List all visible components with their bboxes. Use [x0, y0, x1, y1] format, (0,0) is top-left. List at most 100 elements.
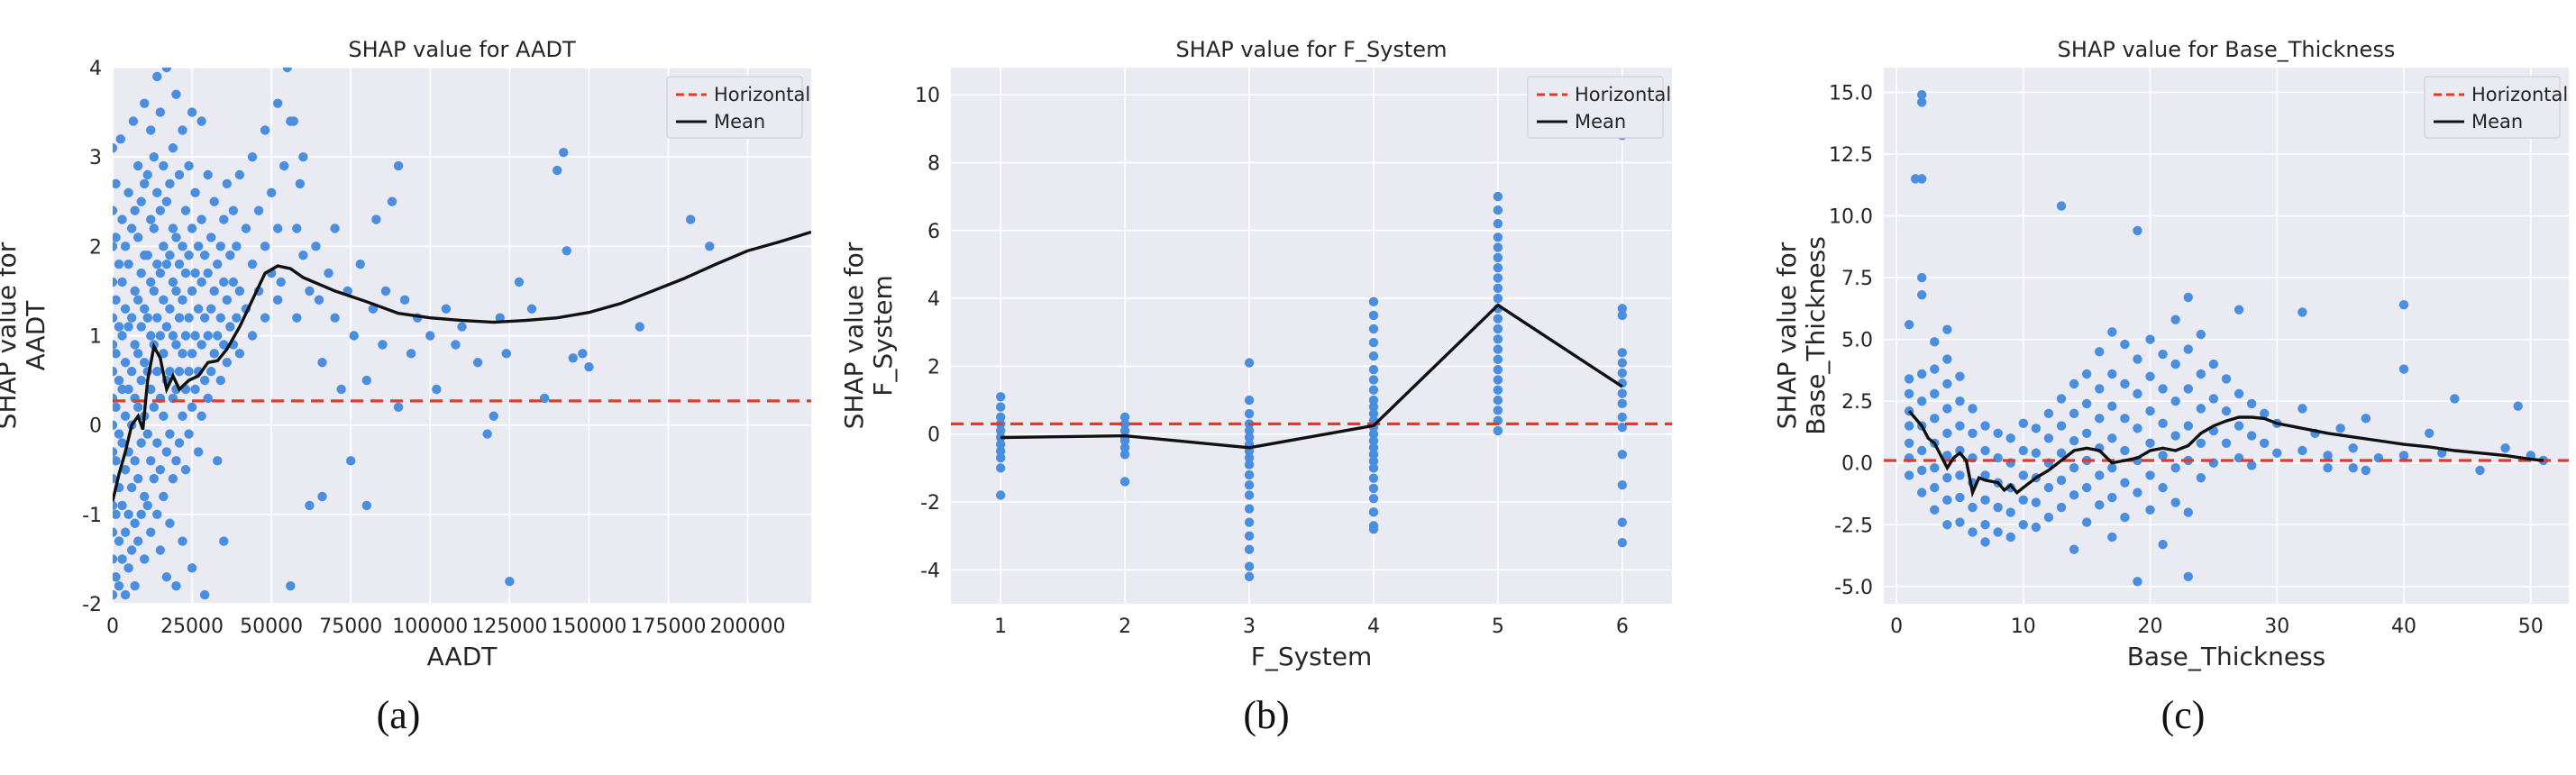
data-point — [1968, 428, 1978, 439]
data-point — [1993, 527, 2003, 537]
data-point — [2031, 522, 2042, 533]
data-point — [305, 286, 315, 296]
data-point — [2107, 327, 2117, 337]
data-point — [215, 375, 225, 386]
data-point — [1244, 460, 1255, 470]
data-point — [1493, 262, 1503, 273]
data-point — [2043, 482, 2054, 493]
data-point — [159, 491, 169, 502]
data-point — [1917, 465, 1927, 476]
data-point — [1244, 531, 1255, 541]
data-point — [126, 366, 137, 377]
y-tick-label: -2 — [82, 594, 102, 616]
data-point — [2233, 388, 2244, 399]
data-point — [187, 286, 197, 296]
y-tick-label: 5.0 — [1841, 330, 1873, 352]
data-point — [2107, 433, 2117, 443]
data-point — [1493, 219, 1503, 229]
data-point — [2043, 433, 2054, 443]
data-point — [117, 214, 127, 224]
data-point — [199, 375, 210, 386]
data-point — [1917, 290, 1927, 300]
data-point — [241, 223, 251, 233]
data-point — [995, 490, 1006, 500]
data-point — [2246, 431, 2257, 441]
data-point — [2208, 359, 2219, 369]
data-point — [559, 148, 569, 158]
data-point — [1993, 428, 2003, 439]
data-point — [174, 438, 185, 448]
data-point — [120, 242, 131, 251]
data-point — [2095, 414, 2105, 424]
data-point — [501, 349, 512, 359]
data-point — [1368, 456, 1379, 467]
data-point — [2056, 421, 2067, 431]
data-point — [2018, 470, 2029, 480]
x-tick-label: 30 — [2264, 615, 2289, 638]
data-point — [1904, 319, 1914, 330]
data-point — [2183, 292, 2193, 303]
data-point — [142, 500, 152, 511]
data-point — [584, 362, 594, 372]
data-point — [2031, 448, 2042, 458]
data-point — [2183, 507, 2193, 517]
data-point — [406, 349, 416, 359]
scatter-points — [1904, 89, 2549, 587]
data-point — [130, 286, 140, 296]
data-point — [1119, 412, 1130, 423]
data-point — [288, 116, 298, 126]
legend: Horizontal Mean — [2424, 76, 2568, 139]
data-point — [2500, 443, 2510, 453]
y-tick-label: -1 — [82, 505, 102, 527]
legend-label-horizontal: Horizontal — [2471, 84, 2568, 105]
data-point — [196, 116, 206, 126]
data-point — [152, 366, 162, 377]
data-point — [161, 68, 172, 73]
data-point — [161, 322, 172, 332]
data-point — [113, 500, 118, 511]
y-tick-label: 12.5 — [1829, 144, 1873, 167]
data-point — [174, 169, 185, 180]
data-point — [2196, 369, 2206, 379]
data-point — [184, 429, 194, 439]
data-point — [399, 295, 410, 305]
data-point — [159, 349, 169, 359]
data-point — [136, 196, 146, 206]
data-point — [482, 429, 492, 439]
x-tick-label: 5 — [1492, 615, 1504, 638]
data-point — [215, 313, 225, 323]
data-point — [1244, 470, 1255, 480]
data-point — [215, 242, 225, 251]
data-point — [184, 313, 194, 323]
data-point — [146, 527, 156, 537]
y-axis-label-line-1: SHAP value for — [1772, 242, 1802, 429]
data-point — [2398, 300, 2409, 310]
data-point — [2133, 354, 2142, 364]
data-point — [1942, 378, 1952, 389]
data-point — [1493, 283, 1503, 293]
data-point — [1244, 490, 1255, 500]
data-point — [128, 116, 139, 126]
data-point — [209, 349, 219, 359]
x-tick-label: 100000 — [392, 615, 468, 638]
data-point — [146, 214, 156, 224]
y-tick-label: 2 — [927, 356, 940, 378]
data-point — [2437, 448, 2447, 458]
data-point — [113, 456, 121, 466]
legend-label-mean: Mean — [714, 111, 765, 132]
x-tick-label: 20 — [2138, 615, 2163, 638]
data-point — [165, 251, 175, 260]
data-point — [117, 331, 127, 341]
mean-line — [1000, 303, 1623, 450]
legend-label-mean: Mean — [1575, 111, 1626, 132]
data-point — [149, 473, 159, 484]
panel-caption: (c) — [2161, 693, 2206, 737]
data-point — [1955, 517, 1965, 527]
data-point — [1119, 442, 1130, 452]
data-point — [146, 331, 156, 341]
data-point — [1904, 470, 1914, 480]
data-point — [174, 366, 185, 377]
data-point — [317, 491, 327, 502]
y-tick-label: 0.0 — [1841, 453, 1873, 476]
data-point — [130, 518, 140, 528]
